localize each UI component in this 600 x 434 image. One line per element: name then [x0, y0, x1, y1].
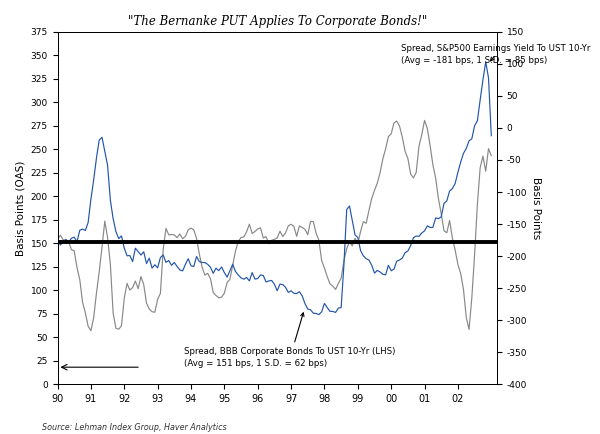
Text: Spread, BBB Corporate Bonds To UST 10-Yr (LHS)
(Avg = 151 bps, 1 S.D. = 62 bps): Spread, BBB Corporate Bonds To UST 10-Yr…: [184, 313, 395, 368]
Y-axis label: Basis Points: Basis Points: [531, 177, 541, 239]
Y-axis label: Basis Points (OAS): Basis Points (OAS): [15, 160, 25, 256]
Text: Spread, S&P500 Earnings Yield To UST 10-Yr
(Avg = -181 bps, 1 S.D. = 85 bps): Spread, S&P500 Earnings Yield To UST 10-…: [401, 44, 590, 65]
Title: "The Bernanke PUT Applies To Corporate Bonds!": "The Bernanke PUT Applies To Corporate B…: [128, 15, 427, 28]
Text: Source: Lehman Index Group, Haver Analytics: Source: Lehman Index Group, Haver Analyt…: [42, 423, 227, 432]
